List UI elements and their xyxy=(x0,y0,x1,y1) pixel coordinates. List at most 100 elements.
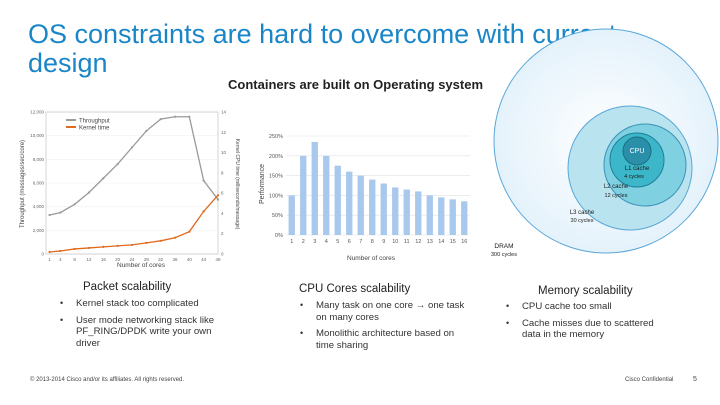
x-tick-label: 40 xyxy=(187,257,193,262)
throughput-chart: 02,0004,0006,0008,00010,00012,0000246810… xyxy=(20,110,240,263)
y-tick-label: 6,000 xyxy=(33,181,45,186)
list-item: Monolithic architecture based on time sh… xyxy=(300,328,465,351)
y2-tick-label: 4 xyxy=(221,211,224,216)
data-point xyxy=(116,162,119,166)
x-tick-label: 48 xyxy=(215,257,221,262)
y-tick-label: 8,000 xyxy=(33,157,45,162)
bar xyxy=(415,191,422,235)
data-point xyxy=(159,118,162,121)
cpu-cores-scalability-title: CPU Cores scalability xyxy=(299,283,411,295)
bar xyxy=(380,183,387,235)
x-tick-label: 15 xyxy=(450,239,456,245)
y-tick-label: 4,000 xyxy=(33,204,45,209)
cpu-label: CPU xyxy=(630,148,645,155)
data-point xyxy=(116,244,119,247)
data-point xyxy=(145,241,148,244)
x-tick-label: 6 xyxy=(348,239,351,245)
bar xyxy=(323,155,330,235)
data-point xyxy=(130,146,134,149)
data-point xyxy=(59,211,62,214)
list-item: Many task on one core → one task on many… xyxy=(300,300,465,323)
data-point xyxy=(188,230,191,233)
data-point xyxy=(73,247,76,251)
data-point xyxy=(87,191,91,194)
data-point xyxy=(159,239,162,242)
plot-frame xyxy=(45,111,219,255)
packet-scalability-title: Packet scalability xyxy=(83,281,172,293)
l1-cache-cycles: 4 cycles xyxy=(624,174,644,180)
y-axis-label: Throughput (messages/sec/core) xyxy=(20,140,26,228)
data-point xyxy=(145,129,148,133)
x-tick-label: 1 xyxy=(48,257,51,262)
copyright-footer: © 2013-2014 Cisco and/or its affiliates.… xyxy=(30,377,185,383)
memory-scalability-title: Memory scalability xyxy=(538,285,633,297)
cores-axis-label: Number of cores xyxy=(347,255,396,262)
dram-label: DRAM xyxy=(494,243,513,250)
y-tick-label: 10,000 xyxy=(30,133,44,138)
y-tick-label: 150% xyxy=(269,174,283,180)
bar xyxy=(357,175,364,235)
data-point xyxy=(173,115,177,118)
data-point xyxy=(48,250,51,254)
x-tick-label: 36 xyxy=(172,257,178,262)
legend-label-throughput: Throughput xyxy=(79,119,110,125)
x-tick-label: 16 xyxy=(101,257,107,262)
x-tick-label: 20 xyxy=(115,257,121,262)
cpu-circle xyxy=(622,136,652,166)
y2-tick-label: 14 xyxy=(221,110,227,115)
l3-cache-label: L3 cache xyxy=(570,210,595,216)
data-point xyxy=(73,203,76,206)
x-tick-label: 44 xyxy=(201,257,207,262)
x-tick-label: 7 xyxy=(359,239,362,245)
bar xyxy=(369,179,376,235)
y2-tick-label: 0 xyxy=(221,252,224,257)
y-tick-label: 12,000 xyxy=(30,110,44,115)
l2-cache-label: L2 cache xyxy=(604,184,629,190)
chart-legend: Throughput Kernel time xyxy=(66,119,110,132)
y2-axis-label: Kernel CPU time (milliseconds/message) xyxy=(234,139,240,230)
x-tick-label: 10 xyxy=(392,239,398,245)
x-tick-label: 12 xyxy=(415,239,421,245)
y2-tick-label: 2 xyxy=(221,231,224,236)
data-point xyxy=(102,177,105,180)
slide-subtitle: Containers are built on Operating system xyxy=(228,77,483,92)
bar xyxy=(288,195,295,235)
y-tick-label: 250% xyxy=(269,134,283,140)
x-tick-label: 5 xyxy=(336,239,339,245)
data-point xyxy=(87,246,91,250)
page-number: 5 xyxy=(693,376,697,383)
data-point xyxy=(216,198,220,201)
packet-scalability-list: Kernel stack too complicated User mode n… xyxy=(60,298,235,354)
bar xyxy=(438,197,445,235)
x-tick-label: 32 xyxy=(158,257,164,262)
y-tick-label: 0% xyxy=(275,233,283,239)
x-tick-label: 4 xyxy=(59,257,62,262)
confidential-footer: Cisco Confidential xyxy=(625,377,674,383)
x-tick-label: 9 xyxy=(382,239,385,245)
list-item: User mode networking stack like PF_RING/… xyxy=(60,315,235,350)
list-item: CPU cache too small xyxy=(506,301,656,313)
series-line-throughput xyxy=(49,116,219,216)
bar xyxy=(346,171,353,235)
slide-title: OS constraints are hard to overcome with… xyxy=(28,19,617,78)
x-tick-label: 3 xyxy=(313,239,316,245)
y-tick-label: 200% xyxy=(269,154,283,160)
x-tick-label: 1 xyxy=(290,239,293,245)
list-item: Kernel stack too complicated xyxy=(60,298,235,310)
x-tick-label: 14 xyxy=(438,239,444,245)
bar xyxy=(426,195,433,235)
x-tick-label: 24 xyxy=(129,257,135,262)
y-tick-label: 0 xyxy=(41,252,44,257)
y2-tick-label: 8 xyxy=(221,170,224,175)
bar xyxy=(461,201,468,235)
bar xyxy=(334,165,341,235)
y-tick-label: 2,000 xyxy=(33,228,45,233)
x-tick-label: 28 xyxy=(144,257,150,262)
performance-bar-chart: 0%50%100%150%200%250%1 2 3 4 5 6 7 8 9 10 11 12 13 14… xyxy=(259,134,470,245)
x-tick-label: 11 xyxy=(404,239,410,245)
l3-cache-cycles: 30 cycles xyxy=(571,218,594,224)
y-tick-label: 100% xyxy=(269,193,283,199)
list-item: Cache misses due to scattered data in th… xyxy=(506,318,656,341)
x-tick-label: 2 xyxy=(302,239,305,245)
y2-tick-label: 10 xyxy=(221,150,227,155)
